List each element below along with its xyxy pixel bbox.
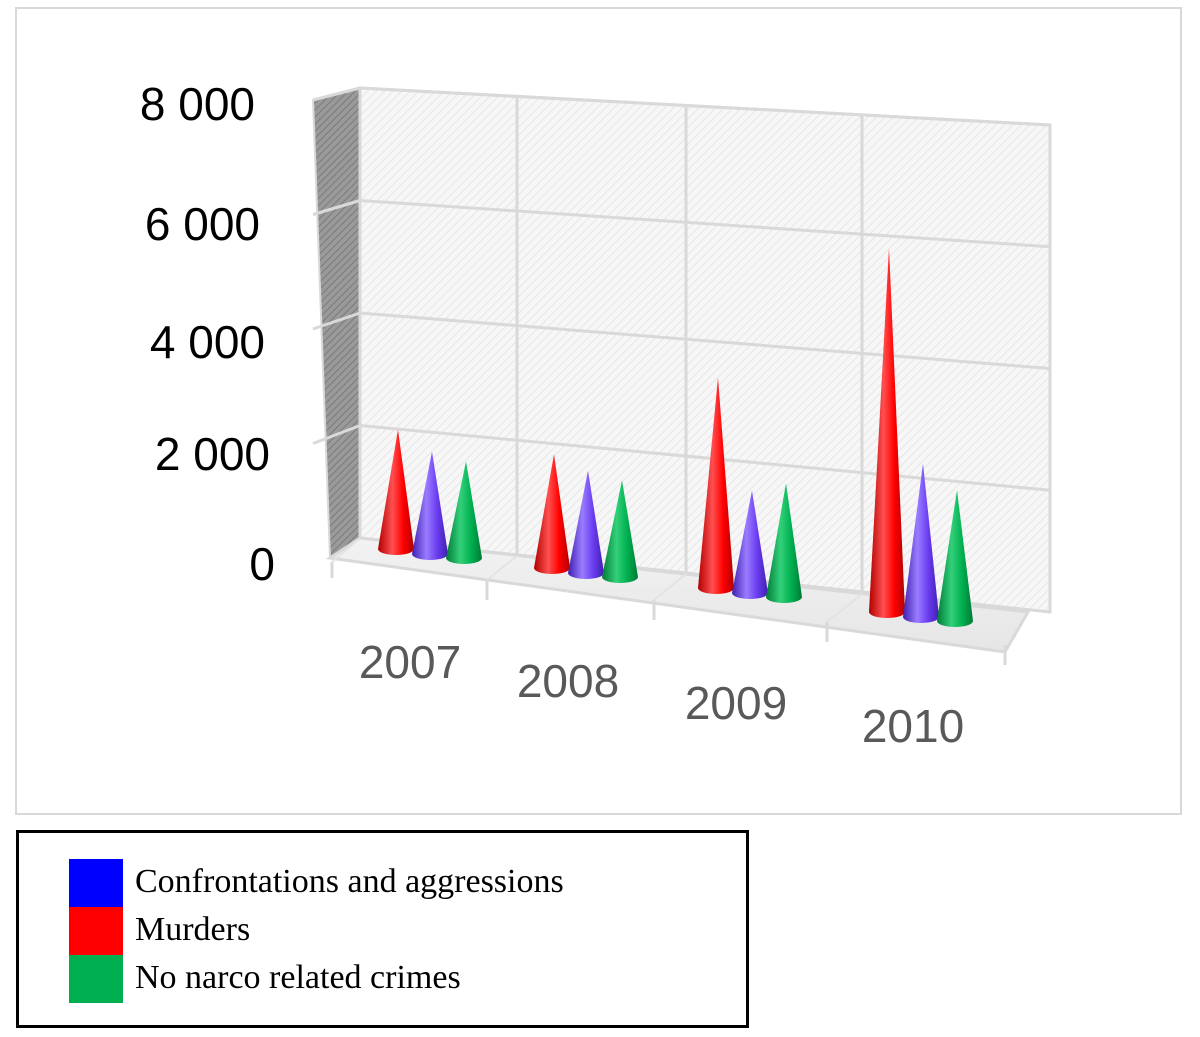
cone-bar — [869, 248, 905, 618]
cone — [903, 463, 939, 623]
chart-plot: 8 000 6 000 4 000 2 000 0 2007 2008 2009… — [140, 78, 1052, 752]
cone-bar — [412, 451, 448, 560]
gridline — [312, 424, 361, 445]
floor-divider — [486, 555, 518, 581]
legend-label: Murders — [135, 911, 251, 948]
cone-bar — [732, 490, 768, 599]
floor-divider — [826, 593, 863, 623]
x-tick-label: 2009 — [685, 677, 787, 729]
y-tick-label: 4 000 — [150, 316, 265, 368]
cone — [766, 483, 802, 603]
category-dividers — [330, 537, 1007, 665]
cone-bar — [602, 480, 638, 583]
x-tick-label: 2007 — [359, 636, 461, 688]
gridline — [359, 424, 1051, 492]
gridline — [359, 311, 1051, 370]
gridline — [312, 199, 361, 216]
cone — [412, 451, 448, 560]
gridline — [312, 311, 361, 331]
x-tick-label: 2008 — [517, 655, 619, 707]
cone — [869, 248, 905, 618]
y-tick-label: 8 000 — [140, 78, 255, 130]
legend-label: No narco related crimes — [135, 959, 461, 996]
gridline — [359, 86, 1051, 127]
cone-bar — [766, 483, 802, 603]
legend-label: Confrontations and aggressions — [135, 863, 564, 900]
gridline — [359, 199, 1051, 249]
y-tick-label: 0 — [249, 538, 275, 590]
cone — [602, 480, 638, 583]
cone-bar — [568, 470, 604, 579]
legend-swatch — [69, 907, 123, 955]
x-tick-label: 2010 — [862, 700, 964, 752]
cone — [732, 490, 768, 599]
cone — [378, 429, 414, 555]
legend-swatch — [69, 955, 123, 1003]
cone — [568, 470, 604, 579]
cone-bar — [903, 463, 939, 623]
gridline — [312, 86, 361, 102]
cone-bar — [446, 461, 482, 564]
legend-swatch — [69, 859, 123, 907]
cone — [698, 377, 734, 594]
y-tick-label: 6 000 — [145, 198, 260, 250]
cone-bar — [698, 377, 734, 594]
floor-divider — [331, 537, 361, 563]
cones — [378, 248, 973, 627]
gridlines — [312, 86, 1051, 592]
chart-side-wall — [311, 86, 361, 560]
cone — [534, 454, 570, 574]
cone — [446, 461, 482, 564]
legend: Confrontations and aggressions Murders N… — [16, 830, 749, 1028]
cone-bar — [937, 490, 973, 627]
floor-divider — [653, 573, 687, 601]
cone-bar — [378, 429, 414, 555]
cone — [937, 490, 973, 627]
y-tick-label: 2 000 — [155, 428, 270, 480]
cone-bar — [534, 454, 570, 574]
